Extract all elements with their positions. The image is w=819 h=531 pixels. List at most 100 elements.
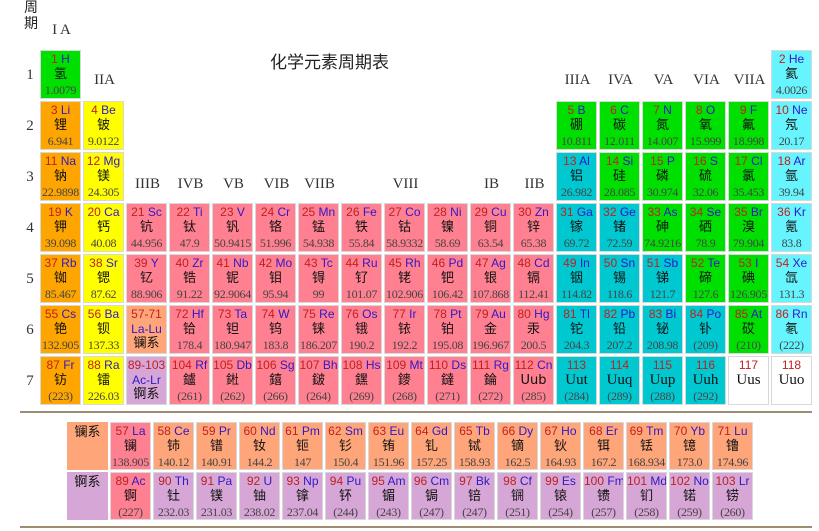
element-cell[interactable]: 14 Si 硅 28.085: [599, 152, 640, 201]
element-cell[interactable]: 69 Tm 铥 168.934: [626, 422, 667, 470]
element-cell[interactable]: 13 Al 铝 26.982: [556, 152, 597, 201]
element-cell[interactable]: 54 Xe 氙 131.3: [771, 254, 812, 303]
element-cell[interactable]: 64 Gd 钆 157.25: [411, 422, 452, 470]
element-cell[interactable]: 39 Y 钇 88.906: [126, 254, 167, 303]
element-cell[interactable]: 12 Mg 镁 24.305: [83, 152, 124, 201]
element-cell[interactable]: 83 Bi 铋 208.98: [642, 305, 683, 354]
element-cell[interactable]: 68 Er 铒 167.2: [583, 422, 624, 470]
element-cell[interactable]: 74 W 钨 183.8: [255, 305, 296, 354]
element-cell[interactable]: 88 Ra 镭 226.03: [83, 356, 124, 405]
element-cell[interactable]: 107 Bh 𨨏 (264): [298, 356, 339, 405]
actinide-placeholder-cell[interactable]: 89-103 Ac-Lr 锕系: [126, 356, 167, 405]
element-cell[interactable]: 59 Pr 镨 140.91: [196, 422, 237, 470]
element-cell[interactable]: 61 Pm 钷 147: [282, 422, 323, 470]
element-cell[interactable]: 71 Lu 镥 174.96: [712, 422, 753, 470]
element-cell[interactable]: 95 Am 镅 (243): [368, 472, 409, 520]
element-cell[interactable]: 73 Ta 钽 180.947: [212, 305, 253, 354]
element-cell[interactable]: 75 Re 铼 186.207: [298, 305, 339, 354]
element-cell[interactable]: 60 Nd 钕 144.2: [239, 422, 280, 470]
element-cell[interactable]: 20 Ca 钙 40.08: [83, 203, 124, 252]
element-cell[interactable]: 38 Sr 锶 87.62: [83, 254, 124, 303]
element-cell[interactable]: 34 Se 硒 78.9: [685, 203, 726, 252]
element-cell[interactable]: 116 Uuh (292): [685, 356, 726, 405]
element-cell[interactable]: 70 Yb 镱 173.0: [669, 422, 710, 470]
element-cell[interactable]: 52 Te 碲 127.6: [685, 254, 726, 303]
element-cell[interactable]: 85 At 砹 (210): [728, 305, 769, 354]
element-cell[interactable]: 21 Sc 钪 44.956: [126, 203, 167, 252]
element-cell[interactable]: 91 Pa 镤 231.03: [196, 472, 237, 520]
element-cell[interactable]: 9 F 氟 18.998: [728, 101, 769, 150]
element-cell[interactable]: 79 Au 金 196.967: [470, 305, 511, 354]
element-cell[interactable]: 111 Rg 錀 (272): [470, 356, 511, 405]
element-cell[interactable]: 56 Ba 钡 137.33: [83, 305, 124, 354]
element-cell[interactable]: 103 Lr 铹 (260): [712, 472, 753, 520]
element-cell[interactable]: 62 Sm 钐 150.4: [325, 422, 366, 470]
element-cell[interactable]: 2 He 氦 4.0026: [771, 50, 812, 99]
element-cell[interactable]: 108 Hs 𨭆 (269): [341, 356, 382, 405]
element-cell[interactable]: 97 Bk 锫 (247): [454, 472, 495, 520]
element-cell[interactable]: 18 Ar 氩 39.94: [771, 152, 812, 201]
element-cell[interactable]: 87 Fr 钫 (223): [40, 356, 81, 405]
element-cell[interactable]: 65 Tb 铽 158.93: [454, 422, 495, 470]
element-cell[interactable]: 6 C 碳 12.011: [599, 101, 640, 150]
element-cell[interactable]: 76 Os 锇 190.2: [341, 305, 382, 354]
element-cell[interactable]: 80 Hg 汞 200.5: [513, 305, 554, 354]
element-cell[interactable]: 30 Zn 锌 65.38: [513, 203, 554, 252]
element-cell[interactable]: 101 Md 钔 (258): [626, 472, 667, 520]
element-cell[interactable]: 93 Np 镎 237.04: [282, 472, 323, 520]
element-cell[interactable]: 67 Ho 钬 164.93: [540, 422, 581, 470]
element-cell[interactable]: 10 Ne 氖 20.17: [771, 101, 812, 150]
element-cell[interactable]: 100 Fm 镄 (257): [583, 472, 624, 520]
element-cell[interactable]: 81 Tl 铊 204.3: [556, 305, 597, 354]
element-cell[interactable]: 29 Cu 铜 63.54: [470, 203, 511, 252]
element-cell[interactable]: 106 Sg 𨭎 (266): [255, 356, 296, 405]
element-cell[interactable]: 43 Tc 锝 99: [298, 254, 339, 303]
element-cell[interactable]: 117 Uus: [728, 356, 769, 405]
element-cell[interactable]: 63 Eu 铕 151.96: [368, 422, 409, 470]
element-cell[interactable]: 32 Ge 锗 72.59: [599, 203, 640, 252]
element-cell[interactable]: 19 K 钾 39.098: [40, 203, 81, 252]
element-cell[interactable]: 26 Fe 铁 55.84: [341, 203, 382, 252]
element-cell[interactable]: 104 Rf 鑪 (261): [169, 356, 210, 405]
element-cell[interactable]: 27 Co 钴 58.9332: [384, 203, 425, 252]
element-cell[interactable]: 82 Pb 铅 207.2: [599, 305, 640, 354]
element-cell[interactable]: 51 Sb 锑 121.7: [642, 254, 683, 303]
element-cell[interactable]: 49 In 铟 114.82: [556, 254, 597, 303]
element-cell[interactable]: 31 Ga 镓 69.72: [556, 203, 597, 252]
element-cell[interactable]: 35 Br 溴 79.904: [728, 203, 769, 252]
element-cell[interactable]: 118 Uuo: [771, 356, 812, 405]
element-cell[interactable]: 28 Ni 镍 58.69: [427, 203, 468, 252]
element-cell[interactable]: 44 Ru 钌 101.07: [341, 254, 382, 303]
element-cell[interactable]: 42 Mo 钼 95.94: [255, 254, 296, 303]
element-cell[interactable]: 47 Ag 银 107.868: [470, 254, 511, 303]
element-cell[interactable]: 25 Mn 锰 54.938: [298, 203, 339, 252]
element-cell[interactable]: 96 Cm 锔 (247): [411, 472, 452, 520]
element-cell[interactable]: 50 Sn 锡 118.6: [599, 254, 640, 303]
element-cell[interactable]: 37 Rb 铷 85.467: [40, 254, 81, 303]
element-cell[interactable]: 11 Na 钠 22.9898: [40, 152, 81, 201]
element-cell[interactable]: 53 I 碘 126.905: [728, 254, 769, 303]
element-cell[interactable]: 110 Ds 鐽 (271): [427, 356, 468, 405]
element-cell[interactable]: 5 B 硼 10.811: [556, 101, 597, 150]
element-cell[interactable]: 112 Cn Uub (285): [513, 356, 554, 405]
element-cell[interactable]: 15 P 磷 30.974: [642, 152, 683, 201]
element-cell[interactable]: 94 Pu 钚 (244): [325, 472, 366, 520]
element-cell[interactable]: 84 Po 钋 (209): [685, 305, 726, 354]
element-cell[interactable]: 41 Nb 铌 92.9064: [212, 254, 253, 303]
element-cell[interactable]: 113 Uut (284): [556, 356, 597, 405]
element-cell[interactable]: 90 Th 钍 232.03: [153, 472, 194, 520]
element-cell[interactable]: 57 La 镧 138.905: [110, 422, 151, 470]
element-cell[interactable]: 89 Ac 锕 (227): [110, 472, 151, 520]
element-cell[interactable]: 33 As 砷 74.9216: [642, 203, 683, 252]
element-cell[interactable]: 66 Dy 镝 162.5: [497, 422, 538, 470]
element-cell[interactable]: 98 Cf 锎 (251): [497, 472, 538, 520]
element-cell[interactable]: 55 Cs 铯 132.905: [40, 305, 81, 354]
element-cell[interactable]: 105 Db 𨧀 (262): [212, 356, 253, 405]
element-cell[interactable]: 77 Ir 铱 192.2: [384, 305, 425, 354]
element-cell[interactable]: 40 Zr 锆 91.22: [169, 254, 210, 303]
element-cell[interactable]: 78 Pt 铂 195.08: [427, 305, 468, 354]
element-cell[interactable]: 24 Cr 铬 51.996: [255, 203, 296, 252]
element-cell[interactable]: 46 Pd 钯 106.42: [427, 254, 468, 303]
lanthanide-placeholder-cell[interactable]: 57-71 La-Lu 镧系: [126, 305, 167, 354]
element-cell[interactable]: 92 U 铀 238.02: [239, 472, 280, 520]
